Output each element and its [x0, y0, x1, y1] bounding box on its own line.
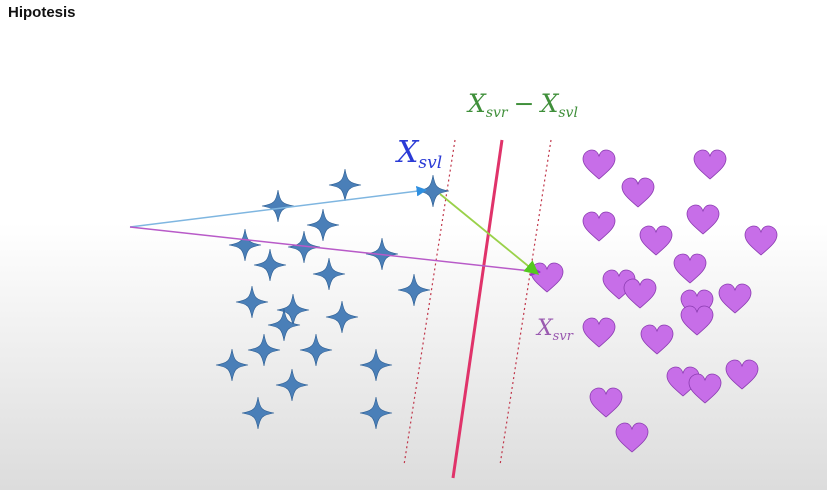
- label-x-svl: Xsvl: [395, 135, 442, 173]
- label-difference: Xsvr − Xsvl: [466, 89, 578, 121]
- vector-x-svr: [129, 226, 542, 277]
- vector-x-svl: [129, 185, 428, 228]
- hyperplane-line: [451, 139, 504, 479]
- vector-difference: [439, 193, 540, 275]
- page-title: Hipotesis: [8, 4, 76, 21]
- label-x-svr: Xsvr: [535, 316, 574, 344]
- svm-diagram: Xsvl Xsvr − Xsvl Xsvr: [0, 30, 827, 490]
